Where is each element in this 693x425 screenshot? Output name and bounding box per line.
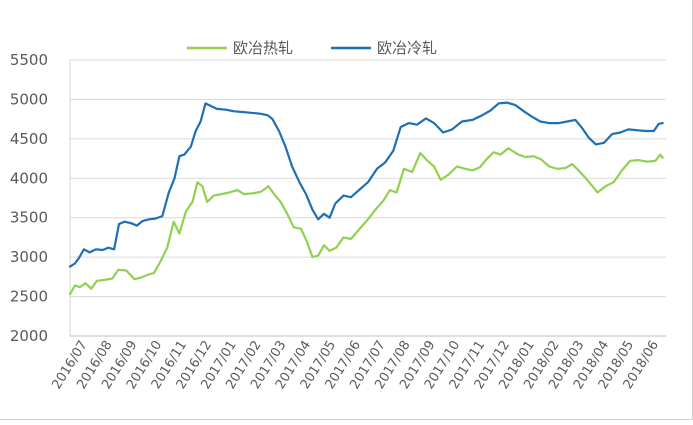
y-tick-label: 2500 (10, 288, 48, 306)
legend-label: 欧冶热轧 (233, 39, 293, 57)
y-tick-label: 4000 (10, 169, 48, 187)
x-axis: 2016/072016/082016/092016/102016/112016/… (49, 335, 666, 392)
y-tick-label: 5000 (10, 90, 48, 108)
legend-label: 欧冶冷轧 (377, 39, 437, 57)
y-tick-label: 2000 (10, 327, 48, 345)
y-axis: 2000 2500 3000 3500 4000 4500 5000 5500 (10, 51, 71, 345)
legend: 欧冶热轧 欧冶冷轧 (187, 39, 437, 57)
y-tick-label: 4500 (10, 130, 48, 148)
gridlines (70, 59, 666, 337)
series-line-hot-rolled (68, 147, 664, 296)
y-tick-label: 5500 (10, 51, 48, 69)
series-lines (68, 101, 664, 296)
y-tick-label: 3000 (10, 248, 48, 266)
series-line-cold-rolled (68, 101, 664, 268)
y-tick-label: 3500 (10, 209, 48, 227)
